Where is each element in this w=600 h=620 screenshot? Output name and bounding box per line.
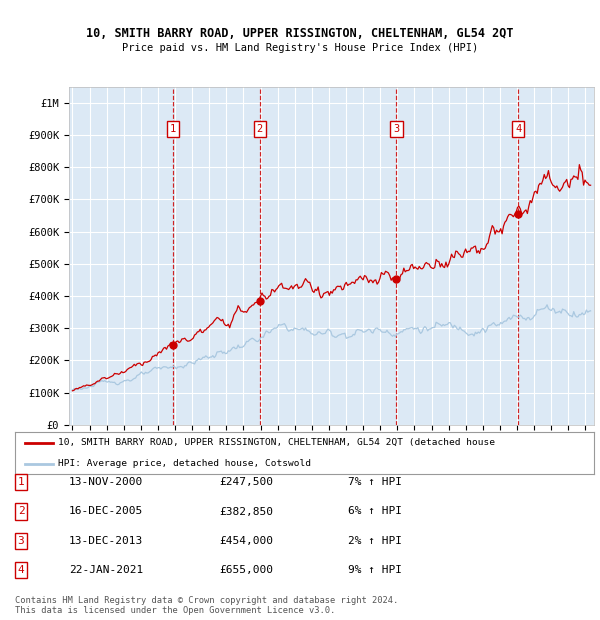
Text: 3: 3	[394, 123, 400, 134]
Text: 6% ↑ HPI: 6% ↑ HPI	[348, 507, 402, 516]
Text: 1: 1	[17, 477, 25, 487]
Text: 3: 3	[17, 536, 25, 546]
Text: 2: 2	[17, 507, 25, 516]
Text: 7% ↑ HPI: 7% ↑ HPI	[348, 477, 402, 487]
Text: 4: 4	[515, 123, 521, 134]
Text: £247,500: £247,500	[219, 477, 273, 487]
Text: £382,850: £382,850	[219, 507, 273, 516]
Text: 4: 4	[17, 565, 25, 575]
Text: HPI: Average price, detached house, Cotswold: HPI: Average price, detached house, Cots…	[58, 459, 311, 468]
Text: 2% ↑ HPI: 2% ↑ HPI	[348, 536, 402, 546]
Text: 22-JAN-2021: 22-JAN-2021	[69, 565, 143, 575]
Text: £454,000: £454,000	[219, 536, 273, 546]
Text: 13-NOV-2000: 13-NOV-2000	[69, 477, 143, 487]
Text: 16-DEC-2005: 16-DEC-2005	[69, 507, 143, 516]
Text: £655,000: £655,000	[219, 565, 273, 575]
Text: Contains HM Land Registry data © Crown copyright and database right 2024.
This d: Contains HM Land Registry data © Crown c…	[15, 596, 398, 615]
Text: 1: 1	[170, 123, 176, 134]
Text: 10, SMITH BARRY ROAD, UPPER RISSINGTON, CHELTENHAM, GL54 2QT: 10, SMITH BARRY ROAD, UPPER RISSINGTON, …	[86, 27, 514, 40]
Text: 2: 2	[257, 123, 263, 134]
Text: Price paid vs. HM Land Registry's House Price Index (HPI): Price paid vs. HM Land Registry's House …	[122, 43, 478, 53]
Text: 13-DEC-2013: 13-DEC-2013	[69, 536, 143, 546]
Text: 10, SMITH BARRY ROAD, UPPER RISSINGTON, CHELTENHAM, GL54 2QT (detached house: 10, SMITH BARRY ROAD, UPPER RISSINGTON, …	[58, 438, 496, 447]
Text: 9% ↑ HPI: 9% ↑ HPI	[348, 565, 402, 575]
